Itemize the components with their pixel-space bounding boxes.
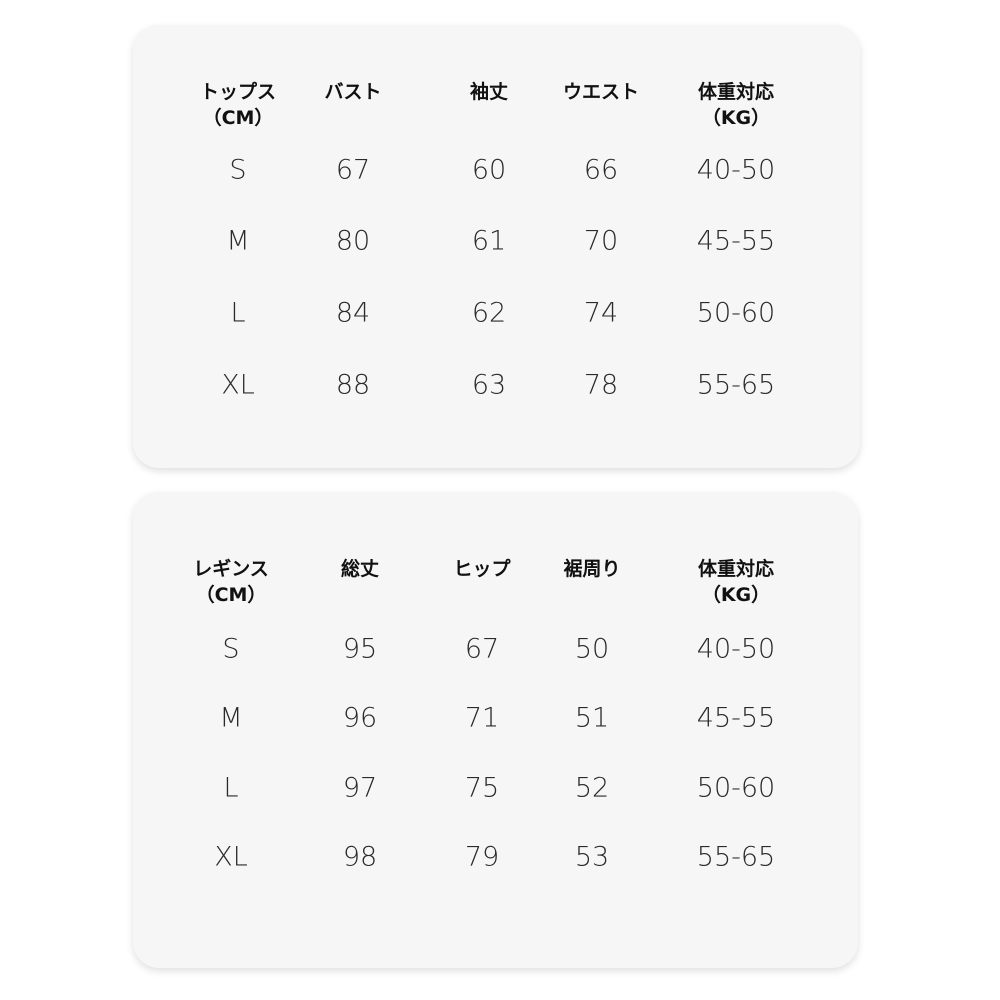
tops-cell: S <box>229 154 247 186</box>
tops-cell: M <box>226 225 250 257</box>
tops-size-card: トップス （CM） バスト 袖丈 ウエスト 体重対応 （KG） S 67 60 66 40-50 M 80… <box>133 25 860 468</box>
tops-cell: 40-50 <box>696 154 776 186</box>
header-line2: （KG） <box>701 107 771 129</box>
tops-cell: 74 <box>583 297 619 329</box>
tops-cell: 60 <box>471 154 507 186</box>
leggings-cell: 52 <box>574 772 610 804</box>
leggings-cell: 55-65 <box>696 841 776 873</box>
tops-cell: 61 <box>471 225 507 257</box>
leggings-cell: XL <box>214 841 248 873</box>
header-line1: 体重対応 <box>697 81 775 103</box>
tops-header-1: バスト <box>324 79 381 105</box>
tops-cell: 45-55 <box>696 225 776 257</box>
tops-cell: 78 <box>583 369 619 401</box>
leggings-cell: 50 <box>574 633 610 665</box>
leggings-cell: 71 <box>464 702 500 734</box>
tops-header-4: 体重対応 （KG） <box>698 79 774 131</box>
header-line1: ヒップ <box>453 558 511 580</box>
tops-header-3: ウエスト <box>563 79 639 105</box>
leggings-cell: 51 <box>574 702 610 734</box>
tops-cell: 70 <box>583 225 619 257</box>
tops-cell: 62 <box>471 297 507 329</box>
leggings-cell: 95 <box>342 633 378 665</box>
leggings-cell: S <box>222 633 240 665</box>
leggings-cell: 67 <box>464 633 500 665</box>
leggings-header-3: 裾周り <box>563 556 620 582</box>
leggings-cell: 75 <box>464 772 500 804</box>
leggings-header-1: 総丈 <box>341 556 379 582</box>
header-line1: ウエスト <box>562 81 640 103</box>
tops-cell: 80 <box>335 225 371 257</box>
tops-header-2: 袖丈 <box>470 79 508 105</box>
tops-cell: XL <box>221 369 255 401</box>
leggings-cell: 50-60 <box>696 772 776 804</box>
tops-cell: 66 <box>583 154 619 186</box>
leggings-header-0: レギンス （CM） <box>193 556 269 608</box>
leggings-cell: 40-50 <box>696 633 776 665</box>
header-line1: レギンス <box>193 558 269 580</box>
tops-cell: 84 <box>335 297 371 329</box>
header-line2: （CM） <box>195 584 267 606</box>
leggings-cell: L <box>223 772 239 804</box>
leggings-cell: 98 <box>342 841 378 873</box>
tops-cell: L <box>230 297 246 329</box>
leggings-header-4: 体重対応 （KG） <box>698 556 774 608</box>
tops-header-0: トップス （CM） <box>200 79 276 131</box>
leggings-cell: 97 <box>342 772 378 804</box>
header-line1: 体重対応 <box>697 558 775 580</box>
leggings-cell: 45-55 <box>696 702 776 734</box>
tops-cell: 50-60 <box>696 297 776 329</box>
leggings-cell: 96 <box>342 702 378 734</box>
header-line1: バスト <box>324 81 382 103</box>
tops-cell: 88 <box>335 369 371 401</box>
header-line2: （CM） <box>202 107 274 129</box>
tops-cell: 55-65 <box>696 369 776 401</box>
leggings-cell: 53 <box>574 841 610 873</box>
leggings-cell: M <box>219 702 243 734</box>
header-line1: 袖丈 <box>469 81 509 103</box>
leggings-cell: 79 <box>464 841 500 873</box>
header-line1: トップス <box>199 81 277 103</box>
leggings-header-2: ヒップ <box>453 556 510 582</box>
tops-cell: 67 <box>335 154 371 186</box>
leggings-size-card: レギンス （CM） 総丈 ヒップ 裾周り 体重対応 （KG） S 95 67 50 40-50 M 96 7… <box>133 492 858 968</box>
header-line2: （KG） <box>701 584 771 606</box>
tops-cell: 63 <box>471 369 507 401</box>
header-line1: 裾周り <box>563 558 621 580</box>
header-line1: 総丈 <box>340 558 380 580</box>
